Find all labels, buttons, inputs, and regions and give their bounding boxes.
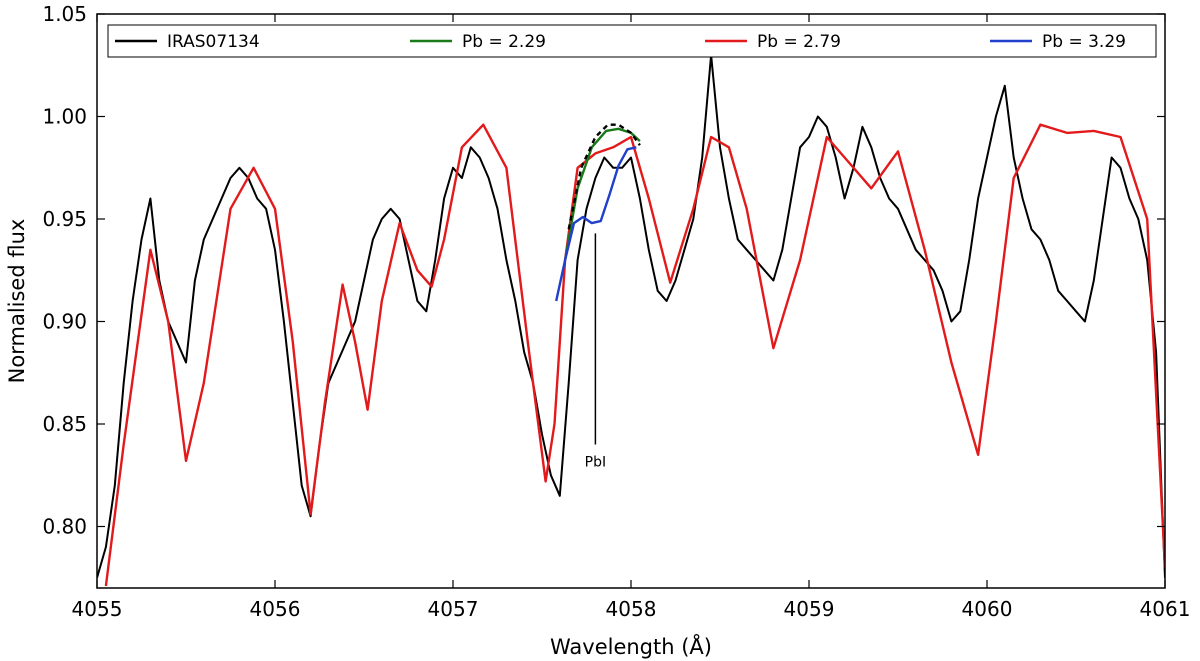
series-line-pb-3-29 [555, 146, 637, 302]
x-tick-label: 4056 [250, 597, 301, 621]
x-axis-label: Wavelength (Å) [550, 633, 712, 659]
legend-label: Pb = 2.29 [462, 32, 546, 52]
y-tick-label: 0.80 [42, 515, 87, 539]
legend: IRAS07134 Pb = 2.29 Pb = 2.79 Pb = 3.29 [107, 24, 1157, 58]
series-line-dashed-model [567, 123, 641, 230]
annotation-layer: PbI [585, 233, 606, 471]
series-line-pb-2-79 [104, 123, 1165, 587]
legend-label: Pb = 2.79 [757, 32, 841, 52]
x-tick-label: 4055 [72, 597, 123, 621]
x-tick-label: 4060 [962, 597, 1013, 621]
series-layer [97, 54, 1165, 587]
y-tick-label: 0.95 [42, 207, 87, 231]
y-axis-label: Normalised flux [5, 219, 29, 384]
x-tick-label: 4061 [1140, 597, 1191, 621]
legend-label: IRAS07134 [167, 32, 260, 52]
y-tick-label: 0.85 [42, 412, 87, 436]
legend-label: Pb = 3.29 [1042, 32, 1126, 52]
y-tick-label: 1.05 [42, 2, 87, 26]
x-tick-label: 4058 [606, 597, 657, 621]
axis-ticks: 4055 4056 4057 4058 4059 4060 4061 0.80 0.85 0.90… [42, 2, 1190, 621]
series-line-iras07134 [97, 54, 1165, 579]
y-tick-label: 1.00 [42, 105, 87, 129]
y-tick-label: 0.90 [42, 310, 87, 334]
plot-frame [96, 13, 1166, 589]
x-tick-label: 4057 [428, 597, 479, 621]
x-tick-label: 4059 [784, 597, 835, 621]
legend-box [107, 24, 1157, 58]
pbi-annotation: PbI [585, 455, 606, 471]
